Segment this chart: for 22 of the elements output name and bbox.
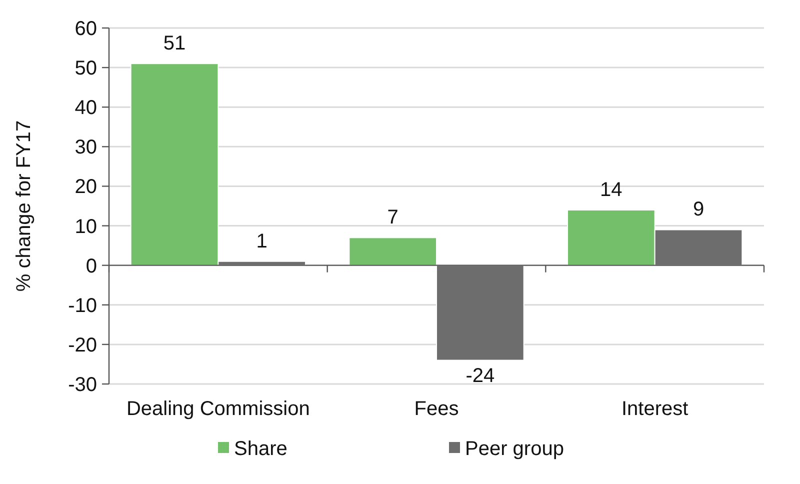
y-tick-label: 40 (74, 97, 97, 120)
x-tick-label: Fees (414, 398, 459, 420)
data-label: -24 (466, 364, 495, 387)
y-tick-label: 50 (74, 58, 97, 80)
data-label: 14 (600, 178, 622, 201)
y-tick-label: -30 (68, 374, 97, 396)
y-tick-label: 10 (74, 216, 97, 238)
y-tick-label: 0 (86, 255, 97, 278)
y-tick-label: 60 (74, 18, 97, 40)
data-label: 51 (163, 32, 186, 55)
data-label: 7 (387, 206, 398, 229)
y-tick-label: 20 (74, 176, 97, 198)
x-tick-label: Interest (621, 398, 689, 420)
y-tick-label: -20 (68, 334, 97, 356)
data-label: 1 (256, 230, 268, 252)
y-axis-title: % change for FY17 (13, 120, 35, 292)
data-label: 9 (692, 198, 704, 221)
y-tick-label: -10 (68, 294, 97, 317)
legend-label: Share (234, 438, 288, 460)
legend-label: Peer group (465, 438, 564, 460)
x-tick-label: Dealing Commission (126, 398, 310, 420)
y-tick-label: 30 (74, 136, 97, 159)
